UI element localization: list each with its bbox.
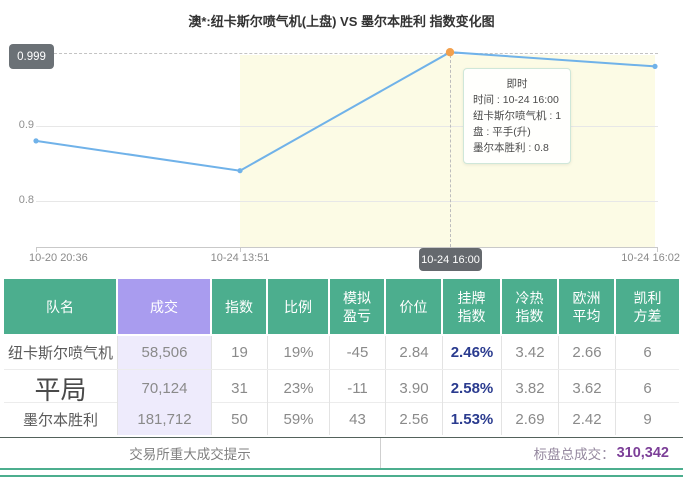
tooltip-title: 即时 (506, 78, 528, 90)
gridline-0-9 (36, 126, 658, 127)
cell-index: 19 (212, 336, 268, 369)
cell-euro-avg: 2.66 (559, 336, 616, 369)
header-index: 指数 (212, 279, 266, 334)
cell-listed-index: 1.53% (443, 403, 502, 435)
tooltip-away-odds: 墨尔本胜利 : 0.8 (473, 142, 549, 154)
cell-volume: 181,712 (118, 403, 212, 435)
x-tick-label: 10-20 20:36 (29, 252, 88, 264)
cell-index: 50 (212, 403, 268, 435)
cell-volume: 70,124 (118, 370, 212, 407)
major-volume-notice[interactable]: 交易所重大成交提示 (0, 438, 381, 468)
cell-index: 31 (212, 370, 268, 407)
tooltip-time: 时间 : 10-24 16:00 (473, 94, 559, 106)
y-tick-label: 0.8 (18, 194, 34, 206)
total-volume-value: 310,342 (616, 445, 669, 461)
header-volume: 成交 (118, 279, 210, 334)
y-max-badge: 0.999 (9, 44, 54, 69)
tooltip-handicap: 盘 : 平手(升) (473, 126, 531, 138)
cell-team[interactable]: 平局 (4, 370, 118, 407)
page-title: 澳*:纽卡斯尔喷气机(上盘) VS 墨尔本胜利 指数变化图 (188, 14, 495, 29)
crosshair-vertical-line (450, 55, 451, 247)
data-point (33, 138, 39, 144)
chart-tooltip: 即时 时间 : 10-24 16:00 纽卡斯尔喷气机 : 1 盘 : 平手(升… (463, 68, 572, 164)
x-tick (240, 247, 241, 252)
gridline-0-8 (36, 201, 658, 202)
table-row: 纽卡斯尔喷气机 58,506 19 19% -45 2.84 2.46% 3.4… (4, 336, 679, 369)
cell-volume: 58,506 (118, 336, 212, 369)
header-hot-index: 冷热 指数 (502, 279, 557, 334)
header-ratio: 比例 (268, 279, 328, 334)
line-series[interactable] (0, 34, 683, 274)
header-price: 价位 (386, 279, 441, 334)
x-tick-label: 10-24 16:02 (621, 252, 680, 264)
header-team: 队名 (4, 279, 116, 334)
cell-sim-pl: -45 (330, 336, 386, 369)
cell-listed-index: 2.46% (443, 336, 502, 369)
cell-euro-avg: 2.42 (559, 403, 616, 435)
cell-kelly-var: 6 (643, 344, 652, 361)
cell-listed-index: 2.58% (443, 370, 502, 407)
header-listed-index: 挂牌 指数 (443, 279, 500, 334)
index-line-chart[interactable]: 0.9 0.8 0.999 10-20 20:36 10-24 13:51 10… (0, 34, 683, 274)
cell-hot-index: 3.42 (502, 336, 559, 369)
cell-kelly-var: 6 (643, 380, 652, 397)
header-kelly-var: 凯利 方差 (616, 279, 679, 334)
cell-team[interactable]: 纽卡斯尔喷气机 (4, 336, 118, 369)
cell-hot-index: 2.69 (502, 403, 559, 435)
table-row: 墨尔本胜利 181,712 50 59% 43 2.56 1.53% 2.69 … (4, 402, 679, 435)
x-current-time-badge: 10-24 16:00 (419, 248, 482, 271)
cell-price: 3.90 (386, 370, 443, 407)
cell-ratio: 19% (268, 336, 330, 369)
cell-team[interactable]: 墨尔本胜利 (4, 403, 118, 435)
y-tick-label: 0.9 (18, 119, 34, 131)
x-tick-label: 10-24 13:51 (210, 252, 270, 264)
cell-ratio: 59% (268, 403, 330, 435)
highlighted-data-point (445, 48, 455, 57)
cell-kelly-var: 9 (643, 410, 652, 428)
table-header-row: 队名 成交 指数 比例 模拟 盈亏 价位 挂牌 指数 冷热 指数 欧洲 平均 凯… (4, 279, 679, 334)
table-row: 平局 70,124 31 23% -11 3.90 2.58% 3.82 3.6… (4, 369, 679, 407)
data-point (237, 168, 243, 174)
chart-highlight-region (240, 55, 655, 247)
x-tick (36, 247, 37, 252)
cell-ratio: 23% (268, 370, 330, 407)
cell-hot-index: 3.82 (502, 370, 559, 407)
header-sim-pl: 模拟 盈亏 (330, 279, 384, 334)
data-point (652, 63, 658, 69)
cell-price: 2.84 (386, 336, 443, 369)
total-volume: 标盘总成交： 310,342 (381, 438, 683, 468)
header-euro-avg: 欧洲 平均 (559, 279, 614, 334)
tooltip-home-odds: 纽卡斯尔喷气机 : 1 (473, 110, 562, 122)
x-axis-line (36, 247, 658, 248)
cell-sim-pl: -11 (330, 370, 386, 407)
cell-sim-pl: 43 (330, 403, 386, 435)
cell-price: 2.56 (386, 403, 443, 435)
gridline-max-dashed (54, 53, 658, 54)
x-tick (657, 247, 658, 252)
cell-euro-avg: 3.62 (559, 370, 616, 407)
odds-table: 队名 成交 指数 比例 模拟 盈亏 价位 挂牌 指数 冷热 指数 欧洲 平均 凯… (4, 279, 679, 435)
bottom-divider (0, 475, 683, 477)
table-footer: 交易所重大成交提示 标盘总成交： 310,342 (0, 437, 683, 470)
total-volume-label: 标盘总成交： (533, 447, 615, 462)
